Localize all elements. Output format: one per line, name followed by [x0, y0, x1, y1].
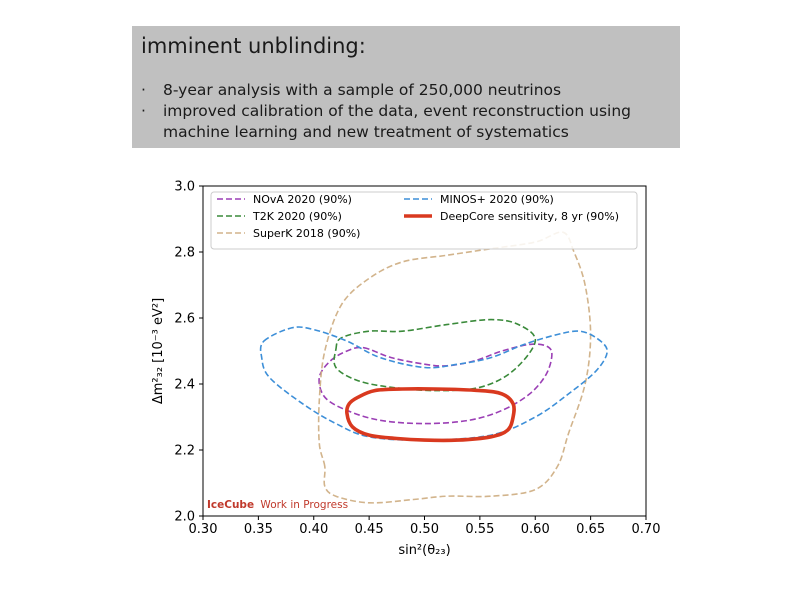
x-tick-label: 0.65 [576, 522, 605, 537]
watermark-text: Work in Progress [260, 499, 348, 511]
x-tick-label: 0.35 [244, 522, 273, 537]
slide-banner: imminent unblinding: 8-year analysis wit… [132, 26, 680, 148]
x-tick-label: 0.40 [299, 522, 328, 537]
watermark: IceCube Work in Progress [207, 499, 348, 511]
x-tick-label: 0.50 [410, 522, 439, 537]
legend-label: DeepCore sensitivity, 8 yr (90%) [440, 210, 619, 223]
y-tick-label: 2.6 [174, 312, 195, 327]
x-axis-label: sin²(θ₂₃) [398, 543, 450, 558]
contour-minos-2020-90 [259, 326, 608, 441]
bullet-list: 8-year analysis with a sample of 250,000… [141, 80, 672, 143]
legend-label: MINOS+ 2020 (90%) [440, 193, 554, 206]
y-tick-label: 2.4 [174, 378, 195, 393]
bullet-item: 8-year analysis with a sample of 250,000… [141, 80, 672, 101]
bullet-item: improved calibration of the data, event … [141, 101, 672, 143]
watermark-brand: IceCube [207, 499, 254, 511]
x-tick-label: 0.70 [632, 522, 661, 537]
contour-layer [259, 231, 608, 504]
legend-label: NOvA 2020 (90%) [253, 193, 352, 206]
y-axis: 2.0 2.2 2.4 2.6 2.8 3.0 [174, 180, 203, 525]
contour-superk-2018-90 [317, 231, 592, 504]
legend-label: SuperK 2018 (90%) [253, 227, 360, 240]
x-tick-label: 0.60 [521, 522, 550, 537]
x-axis: 0.30 0.35 0.40 0.45 0.50 0.55 0.60 0.65 0.70 [189, 516, 661, 537]
legend-box [210, 191, 638, 250]
y-tick-label: 2.0 [174, 510, 195, 525]
slide-heading: imminent unblinding: [141, 34, 366, 58]
y-tick-label: 2.2 [174, 444, 195, 459]
y-tick-label: 3.0 [174, 180, 195, 195]
y-axis-label: Δm²₃₂ [10⁻³ eV²] [151, 298, 166, 404]
contour-t2k-2020-90 [333, 318, 537, 392]
oscillation-contour-chart: 0.30 0.35 0.40 0.45 0.50 0.55 0.60 0.65 0.70 2.0… [151, 180, 661, 559]
y-tick-label: 2.8 [174, 246, 195, 261]
contour-nova-2020-90 [318, 343, 553, 425]
legend-label: T2K 2020 (90%) [252, 210, 342, 223]
x-tick-label: 0.55 [465, 522, 494, 537]
contour-deepcore-sensitivity-8-yr-90 [345, 386, 516, 443]
x-tick-label: 0.45 [355, 522, 384, 537]
legend: NOvA 2020 (90%) T2K 2020 (90%) SuperK 2018… [210, 191, 638, 250]
x-tick-label: 0.30 [189, 522, 218, 537]
